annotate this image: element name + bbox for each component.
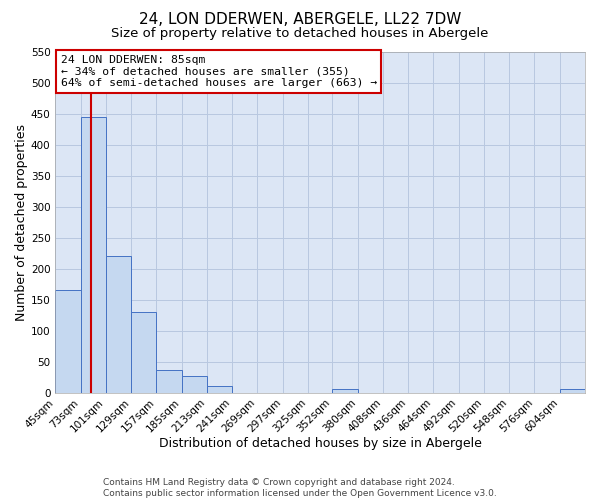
Text: Size of property relative to detached houses in Abergele: Size of property relative to detached ho… (112, 28, 488, 40)
Bar (157, 370, 182, 392)
Bar (332, 390, 358, 392)
Bar (80, 116, 106, 392)
Bar (131, 312, 157, 392)
X-axis label: Distribution of detached houses by size in Abergele: Distribution of detached houses by size … (159, 437, 482, 450)
Text: 24 LON DDERWEN: 85sqm
← 34% of detached houses are smaller (355)
64% of semi-det: 24 LON DDERWEN: 85sqm ← 34% of detached … (61, 55, 377, 88)
Bar (560, 390, 585, 392)
Bar (106, 256, 131, 392)
Text: 24, LON DDERWEN, ABERGELE, LL22 7DW: 24, LON DDERWEN, ABERGELE, LL22 7DW (139, 12, 461, 28)
Bar (207, 386, 232, 392)
Bar (55, 290, 80, 392)
Text: Contains HM Land Registry data © Crown copyright and database right 2024.
Contai: Contains HM Land Registry data © Crown c… (103, 478, 497, 498)
Y-axis label: Number of detached properties: Number of detached properties (15, 124, 28, 320)
Bar (182, 376, 207, 392)
